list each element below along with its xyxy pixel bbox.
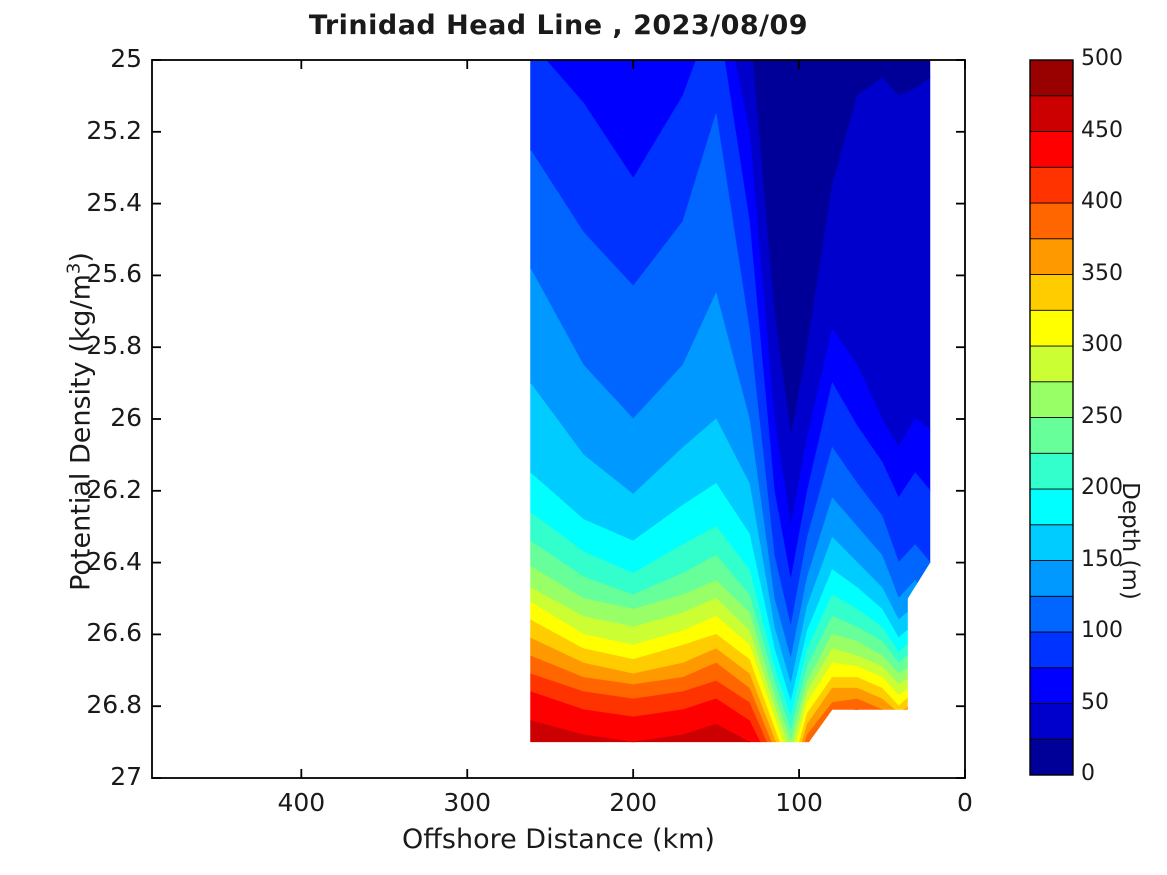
colorbar-tick-label-500: 500 — [1081, 46, 1123, 71]
colorbar-segment-450m — [1029, 95, 1074, 132]
colorbar-tick-label-450: 450 — [1081, 117, 1123, 143]
x-tick-label-200: 200 — [609, 788, 658, 817]
colorbar-segment-25m — [1029, 703, 1074, 740]
colorbar-tick-label-150: 150 — [1081, 546, 1123, 572]
colorbar-segment-475m — [1029, 59, 1074, 97]
colorbar-segment-50m — [1029, 667, 1074, 704]
colorbar-segment-125m — [1029, 560, 1074, 597]
colorbar-segment-350m — [1029, 238, 1074, 275]
y-tick-label-26.6: 26.6 — [86, 618, 142, 648]
colorbar-segment-425m — [1029, 131, 1074, 168]
y-tick-label-25.4: 25.4 — [86, 187, 142, 217]
y-tick-label-26: 26 — [110, 403, 142, 432]
x-tick-label-0: 0 — [957, 788, 973, 817]
x-tick-label-100: 100 — [775, 788, 823, 817]
plot-title: Trinidad Head Line , 2023/08/09 — [308, 10, 809, 41]
colorbar-tick-label-200: 200 — [1081, 475, 1123, 500]
colorbar-segment-150m — [1029, 524, 1074, 561]
colorbar — [1029, 59, 1074, 776]
colorbar-segment-225m — [1029, 417, 1074, 454]
colorbar-tick-label-100: 100 — [1081, 618, 1123, 643]
y-axis-label-text: Potential Density (kg/m — [65, 274, 97, 591]
colorbar-tick-label-300: 300 — [1081, 332, 1123, 357]
y-tick-label-25: 25 — [110, 44, 142, 73]
colorbar-segment-375m — [1029, 202, 1074, 240]
colorbar-segment-175m — [1029, 488, 1074, 526]
x-tick-label-400: 400 — [277, 788, 326, 817]
x-tick-label-300: 300 — [443, 788, 492, 817]
contour-bands — [530, 60, 931, 743]
colorbar-segment-75m — [1029, 631, 1074, 669]
y-tick-label-27: 27 — [110, 762, 142, 791]
colorbar-segment-0m — [1029, 738, 1074, 776]
x-axis-label: Offshore Distance (km) — [402, 824, 715, 855]
colorbar-segment-300m — [1029, 309, 1074, 347]
y-tick-label-25.6: 25.6 — [86, 259, 142, 289]
colorbar-segment-100m — [1029, 595, 1074, 633]
y-tick-label-25.2: 25.2 — [86, 115, 142, 145]
axis-ticks — [152, 59, 966, 779]
colorbar-segment-275m — [1029, 345, 1074, 383]
colorbar-tick-label-250: 250 — [1081, 403, 1123, 429]
colorbar-segment-400m — [1029, 166, 1074, 204]
colorbar-segment-325m — [1029, 274, 1074, 311]
colorbar-tick-label-350: 350 — [1081, 260, 1123, 286]
colorbar-tick-label-50: 50 — [1081, 689, 1109, 715]
colorbar-tick-label-0: 0 — [1081, 761, 1095, 786]
colorbar-tick-label-400: 400 — [1081, 189, 1123, 214]
colorbar-segment-200m — [1029, 452, 1074, 490]
colorbar-segment-250m — [1029, 381, 1074, 418]
contour-band-50-75m — [530, 60, 931, 581]
y-tick-label-25.8: 25.8 — [86, 331, 142, 361]
y-tick-label-26.4: 26.4 — [86, 546, 142, 576]
y-tick-label-26.8: 26.8 — [86, 690, 142, 720]
y-tick-label-26.2: 26.2 — [86, 474, 142, 504]
colorbar-border — [1029, 59, 1074, 776]
